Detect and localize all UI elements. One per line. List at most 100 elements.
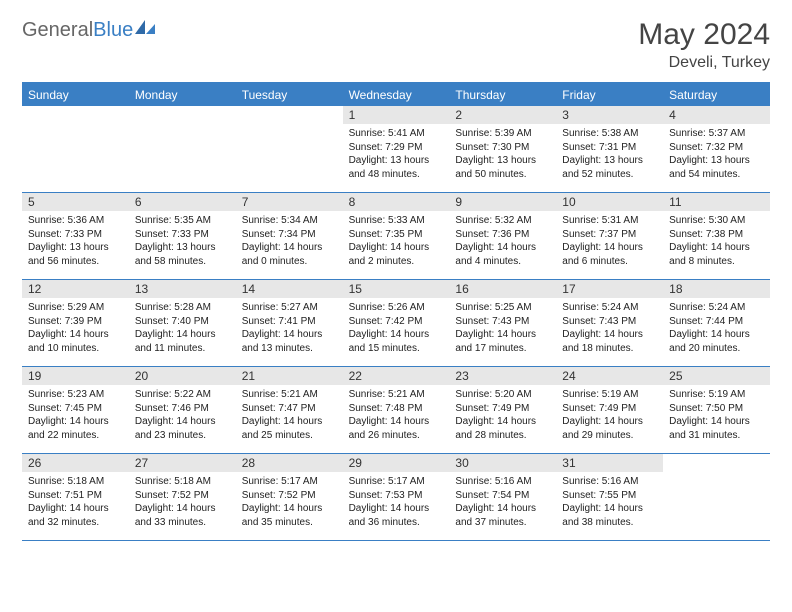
- day-number: 19: [28, 369, 123, 383]
- day-number: 18: [669, 282, 764, 296]
- day-info: Sunrise: 5:24 AMSunset: 7:44 PMDaylight:…: [669, 301, 764, 355]
- day-cell: 24Sunrise: 5:19 AMSunset: 7:49 PMDayligh…: [556, 367, 663, 453]
- day-number: 16: [455, 282, 550, 296]
- day-cell: [663, 454, 770, 540]
- day-header: 9: [449, 193, 556, 211]
- day-cell: 27Sunrise: 5:18 AMSunset: 7:52 PMDayligh…: [129, 454, 236, 540]
- day-info: Sunrise: 5:33 AMSunset: 7:35 PMDaylight:…: [349, 214, 444, 268]
- sunset-text: Sunset: 7:51 PM: [28, 489, 123, 503]
- day-cell: 9Sunrise: 5:32 AMSunset: 7:36 PMDaylight…: [449, 193, 556, 279]
- day-info: Sunrise: 5:19 AMSunset: 7:50 PMDaylight:…: [669, 388, 764, 442]
- day-number: 15: [349, 282, 444, 296]
- day-number: 12: [28, 282, 123, 296]
- day-header: 28: [236, 454, 343, 472]
- daylight-text: Daylight: 14 hours and 10 minutes.: [28, 328, 123, 355]
- day-header: 5: [22, 193, 129, 211]
- day-info: Sunrise: 5:41 AMSunset: 7:29 PMDaylight:…: [349, 127, 444, 181]
- day-header: 6: [129, 193, 236, 211]
- daylight-text: Daylight: 14 hours and 13 minutes.: [242, 328, 337, 355]
- day-cell: 12Sunrise: 5:29 AMSunset: 7:39 PMDayligh…: [22, 280, 129, 366]
- brand-part1: General: [22, 19, 93, 42]
- day-info: Sunrise: 5:28 AMSunset: 7:40 PMDaylight:…: [135, 301, 230, 355]
- weekday-header-row: Sunday Monday Tuesday Wednesday Thursday…: [22, 84, 770, 106]
- day-cell: 3Sunrise: 5:38 AMSunset: 7:31 PMDaylight…: [556, 106, 663, 192]
- sunrise-text: Sunrise: 5:16 AM: [455, 475, 550, 489]
- day-header: 29: [343, 454, 450, 472]
- brand-part2: Blue: [93, 19, 133, 42]
- sunrise-text: Sunrise: 5:27 AM: [242, 301, 337, 315]
- day-number: 22: [349, 369, 444, 383]
- day-header: [236, 106, 343, 110]
- daylight-text: Daylight: 14 hours and 26 minutes.: [349, 415, 444, 442]
- day-number: 29: [349, 456, 444, 470]
- location: Develi, Turkey: [638, 54, 770, 72]
- day-number: 26: [28, 456, 123, 470]
- sunset-text: Sunset: 7:46 PM: [135, 402, 230, 416]
- day-cell: 31Sunrise: 5:16 AMSunset: 7:55 PMDayligh…: [556, 454, 663, 540]
- sunrise-text: Sunrise: 5:32 AM: [455, 214, 550, 228]
- day-header: 13: [129, 280, 236, 298]
- sunset-text: Sunset: 7:41 PM: [242, 315, 337, 329]
- day-header: 27: [129, 454, 236, 472]
- day-number: 30: [455, 456, 550, 470]
- day-number: 9: [455, 195, 550, 209]
- sunrise-text: Sunrise: 5:20 AM: [455, 388, 550, 402]
- day-cell: [22, 106, 129, 192]
- day-number: 21: [242, 369, 337, 383]
- day-header: 26: [22, 454, 129, 472]
- sunset-text: Sunset: 7:48 PM: [349, 402, 444, 416]
- day-info: Sunrise: 5:19 AMSunset: 7:49 PMDaylight:…: [562, 388, 657, 442]
- day-header: 4: [663, 106, 770, 124]
- day-info: Sunrise: 5:21 AMSunset: 7:48 PMDaylight:…: [349, 388, 444, 442]
- sunrise-text: Sunrise: 5:33 AM: [349, 214, 444, 228]
- day-cell: 18 Sunrise: 5:24 AMSunset: 7:44 PMDayligh…: [663, 280, 770, 366]
- sunset-text: Sunset: 7:37 PM: [562, 228, 657, 242]
- day-number: 17: [562, 282, 657, 296]
- day-cell: 17Sunrise: 5:24 AMSunset: 7:43 PMDayligh…: [556, 280, 663, 366]
- day-cell: 22 Sunrise: 5:21 AMSunset: 7:48 PMDayligh…: [343, 367, 450, 453]
- sunset-text: Sunset: 7:49 PM: [455, 402, 550, 416]
- day-info: Sunrise: 5:26 AMSunset: 7:42 PMDaylight:…: [349, 301, 444, 355]
- sunset-text: Sunset: 7:43 PM: [455, 315, 550, 329]
- day-number: 23: [455, 369, 550, 383]
- day-cell: 1Sunrise: 5:41 AMSunset: 7:29 PMDaylight…: [343, 106, 450, 192]
- day-header: [663, 454, 770, 458]
- week-row: 26Sunrise: 5:18 AMSunset: 7:51 PMDayligh…: [22, 454, 770, 541]
- daylight-text: Daylight: 14 hours and 20 minutes.: [669, 328, 764, 355]
- daylight-text: Daylight: 14 hours and 28 minutes.: [455, 415, 550, 442]
- sunrise-text: Sunrise: 5:38 AM: [562, 127, 657, 141]
- sunset-text: Sunset: 7:34 PM: [242, 228, 337, 242]
- sunset-text: Sunset: 7:55 PM: [562, 489, 657, 503]
- day-number: 6: [135, 195, 230, 209]
- sunrise-text: Sunrise: 5:29 AM: [28, 301, 123, 315]
- sunset-text: Sunset: 7:35 PM: [349, 228, 444, 242]
- day-number: 25: [669, 369, 764, 383]
- day-cell: 2Sunrise: 5:39 AMSunset: 7:30 PMDaylight…: [449, 106, 556, 192]
- day-info: Sunrise: 5:35 AMSunset: 7:33 PMDaylight:…: [135, 214, 230, 268]
- day-cell: 5Sunrise: 5:36 AMSunset: 7:33 PMDaylight…: [22, 193, 129, 279]
- day-info: Sunrise: 5:23 AMSunset: 7:45 PMDaylight:…: [28, 388, 123, 442]
- sunrise-text: Sunrise: 5:22 AM: [135, 388, 230, 402]
- day-header: 12: [22, 280, 129, 298]
- sunset-text: Sunset: 7:52 PM: [135, 489, 230, 503]
- day-number: 3: [562, 108, 657, 122]
- sunset-text: Sunset: 7:42 PM: [349, 315, 444, 329]
- daylight-text: Daylight: 14 hours and 0 minutes.: [242, 241, 337, 268]
- day-header: 7: [236, 193, 343, 211]
- day-number: 13: [135, 282, 230, 296]
- day-info: Sunrise: 5:17 AMSunset: 7:52 PMDaylight:…: [242, 475, 337, 529]
- daylight-text: Daylight: 14 hours and 18 minutes.: [562, 328, 657, 355]
- daylight-text: Daylight: 14 hours and 11 minutes.: [135, 328, 230, 355]
- sunrise-text: Sunrise: 5:28 AM: [135, 301, 230, 315]
- daylight-text: Daylight: 14 hours and 29 minutes.: [562, 415, 657, 442]
- sunset-text: Sunset: 7:33 PM: [135, 228, 230, 242]
- day-cell: 29Sunrise: 5:17 AMSunset: 7:53 PMDayligh…: [343, 454, 450, 540]
- day-header: 19: [22, 367, 129, 385]
- day-info: Sunrise: 5:37 AMSunset: 7:32 PMDaylight:…: [669, 127, 764, 181]
- day-cell: 14 Sunrise: 5:27 AMSunset: 7:41 PMDayligh…: [236, 280, 343, 366]
- day-number: 4: [669, 108, 764, 122]
- day-header: 14: [236, 280, 343, 298]
- day-number: 14: [242, 282, 337, 296]
- daylight-text: Daylight: 14 hours and 25 minutes.: [242, 415, 337, 442]
- day-header: 15: [343, 280, 450, 298]
